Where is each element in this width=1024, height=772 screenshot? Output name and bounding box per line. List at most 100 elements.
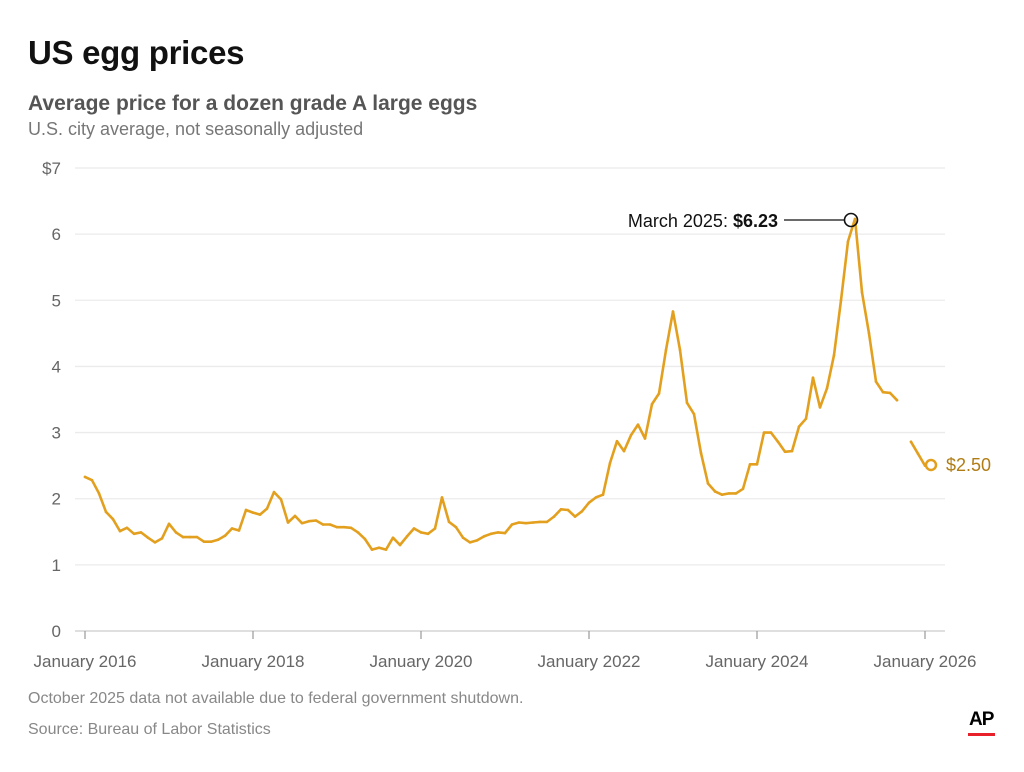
data-point [524, 521, 528, 525]
ap-logo: AP [969, 709, 994, 730]
data-point [293, 514, 297, 518]
chart-description: U.S. city average, not seasonally adjust… [28, 119, 364, 139]
data-point [447, 520, 451, 524]
y-tick-label: 1 [52, 556, 61, 575]
data-point [321, 523, 325, 526]
data-point [132, 532, 136, 536]
data-point [167, 522, 171, 526]
peak-annotation-label: March 2025: [628, 211, 733, 231]
data-point [720, 493, 724, 497]
data-point [797, 425, 801, 428]
data-point [573, 515, 577, 518]
data-point [258, 513, 262, 516]
data-point [671, 310, 675, 313]
data-point [279, 498, 283, 501]
data-point [370, 548, 374, 551]
data-point [230, 527, 234, 530]
last-value-marker [924, 458, 938, 472]
gridlines [75, 167, 945, 632]
data-point [300, 521, 304, 525]
data-point [223, 534, 227, 538]
data-point [615, 439, 619, 443]
data-point [601, 493, 605, 497]
data-point [125, 526, 129, 530]
data-point [692, 412, 696, 416]
data-point [853, 217, 857, 221]
ap-logo-bar [968, 733, 995, 736]
data-point [286, 521, 290, 524]
data-point [748, 463, 752, 466]
data-point [328, 523, 332, 526]
data-point [881, 390, 885, 394]
data-point [181, 535, 185, 539]
data-point [251, 511, 255, 514]
x-tick-label: January 2026 [873, 652, 976, 671]
data-point [468, 541, 472, 544]
data-point [860, 291, 864, 294]
data-point [356, 531, 360, 534]
data-point [678, 348, 682, 352]
data-point [685, 401, 689, 405]
data-point [706, 482, 710, 485]
data-point [391, 536, 395, 540]
data-point [314, 519, 318, 522]
y-tick-label: 6 [52, 225, 61, 244]
data-point [489, 532, 493, 536]
series-line-segment [83, 217, 899, 551]
x-tick-label: January 2024 [705, 652, 808, 671]
x-tick-label: January 2020 [369, 652, 472, 671]
data-point [825, 386, 829, 390]
data-point [664, 348, 668, 352]
data-point [419, 531, 423, 534]
data-point [538, 520, 542, 524]
chart-subtitle: Average price for a dozen grade A large … [28, 92, 478, 115]
data-point [587, 501, 591, 504]
data-point [909, 440, 913, 444]
data-point [643, 437, 647, 440]
data-point [97, 492, 101, 495]
data-point [195, 535, 199, 539]
data-point [916, 452, 920, 456]
data-point [384, 548, 388, 551]
data-point [895, 398, 899, 402]
data-point [776, 440, 780, 444]
data-point [608, 461, 612, 465]
data-point [755, 463, 759, 466]
data-point [244, 508, 248, 512]
chart-title: US egg prices [28, 34, 245, 71]
data-point [307, 519, 311, 523]
data-point [699, 451, 703, 455]
data-point [90, 478, 94, 482]
data-point [888, 391, 892, 395]
data-point [174, 531, 178, 534]
data-point [762, 431, 766, 434]
data-point [790, 449, 794, 453]
data-point [216, 538, 220, 542]
data-point [811, 376, 815, 379]
data-point [552, 515, 556, 518]
data-point [111, 517, 115, 521]
data-point [496, 531, 500, 534]
data-point [545, 520, 549, 524]
data-point [482, 535, 486, 538]
data-point [405, 535, 409, 538]
data-point [475, 539, 479, 542]
data-point [503, 531, 507, 535]
data-point [153, 541, 157, 544]
data-point [713, 490, 717, 493]
data-point [454, 525, 458, 529]
data-point [237, 529, 241, 532]
last-value-label: $2.50 [946, 455, 991, 475]
data-point [594, 496, 598, 499]
data-point [83, 475, 87, 479]
data-point [433, 527, 437, 530]
data-point [783, 450, 787, 454]
data-point [398, 543, 402, 547]
data-point [202, 540, 206, 544]
data-point [265, 507, 269, 510]
data-point [629, 433, 633, 437]
peak-annotation: March 2025: $6.23 [628, 211, 778, 231]
data-point [580, 509, 584, 513]
data-point [741, 487, 745, 491]
